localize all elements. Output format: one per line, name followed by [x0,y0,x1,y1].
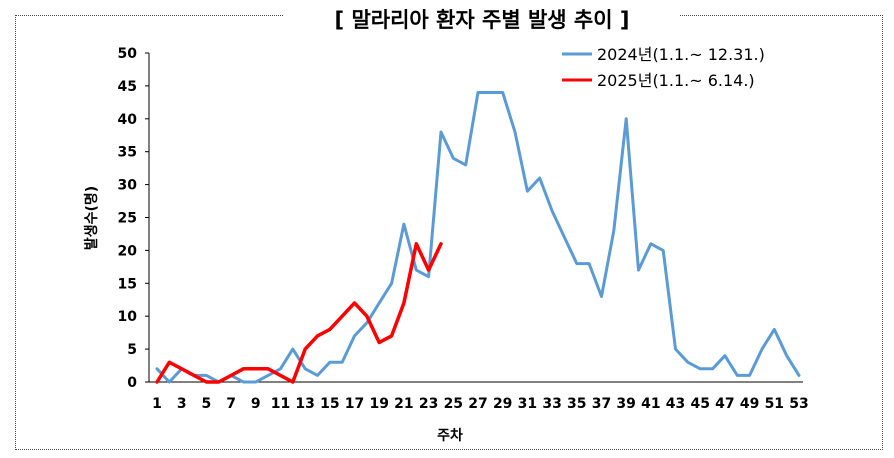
x-tick-label: 15 [320,396,339,412]
x-tick-label: 23 [419,396,438,412]
y-tick-label: 25 [118,211,137,227]
x-tick-label: 49 [740,396,759,412]
y-tick-label: 50 [118,46,138,62]
x-tick-label: 5 [202,396,212,412]
legend: 2024년(1.1.~ 12.31.) 2025년(1.1.~ 6.14.) [562,45,765,90]
x-tick-label: 3 [177,396,187,412]
x-tick-label: 47 [715,396,734,412]
x-tick-label: 27 [468,396,487,412]
x-tick-label: 35 [567,396,586,412]
x-tick-label: 39 [616,396,635,412]
x-tick-label: 25 [444,396,463,412]
series-layer [155,91,801,384]
y-axis-ticks: 0 5 10 15 20 25 30 35 40 45 50 [118,46,149,391]
series-line-1 [155,242,443,384]
x-tick-label: 13 [295,396,314,412]
x-tick-label: 41 [641,396,660,412]
y-tick-label: 30 [118,178,138,194]
x-tick-label: 37 [592,396,611,412]
x-tick-label: 29 [493,396,512,412]
x-tick-label: 1 [152,396,162,412]
x-axis-title: 주차 [437,428,463,444]
x-tick-label: 43 [666,396,685,412]
x-tick-label: 45 [690,396,709,412]
x-tick-label: 33 [542,396,561,412]
y-tick-label: 20 [118,243,138,259]
y-tick-label: 5 [127,342,137,358]
legend-label-2025: 2025년(1.1.~ 6.14.) [597,71,755,90]
y-tick-label: 40 [118,112,138,128]
y-tick-label: 0 [127,375,137,391]
x-tick-label: 9 [251,396,261,412]
y-tick-label: 35 [118,145,137,161]
x-tick-label: 31 [518,396,537,412]
x-tick-label: 53 [789,396,808,412]
x-axis-ticks: 1 3 5 7 9 11 13 15 17 19 21 23 25 27 29 31 33 35 37 39 41 43 4… [152,396,809,412]
y-tick-label: 10 [118,309,138,325]
y-tick-label: 45 [118,79,137,95]
x-tick-label: 11 [271,396,290,412]
y-axis-title: 발생수(명) [83,186,100,250]
x-tick-label: 7 [226,396,236,412]
title-background [284,2,680,32]
x-tick-label: 17 [345,396,364,412]
x-tick-label: 19 [369,396,388,412]
x-tick-label: 21 [394,396,413,412]
series-line-0 [155,91,801,384]
legend-label-2024: 2024년(1.1.~ 12.31.) [597,45,765,64]
y-tick-label: 15 [118,276,137,292]
chart-title: [ 말라리아 환자 주별 발생 추이 ] [334,8,630,32]
x-tick-label: 51 [765,396,784,412]
